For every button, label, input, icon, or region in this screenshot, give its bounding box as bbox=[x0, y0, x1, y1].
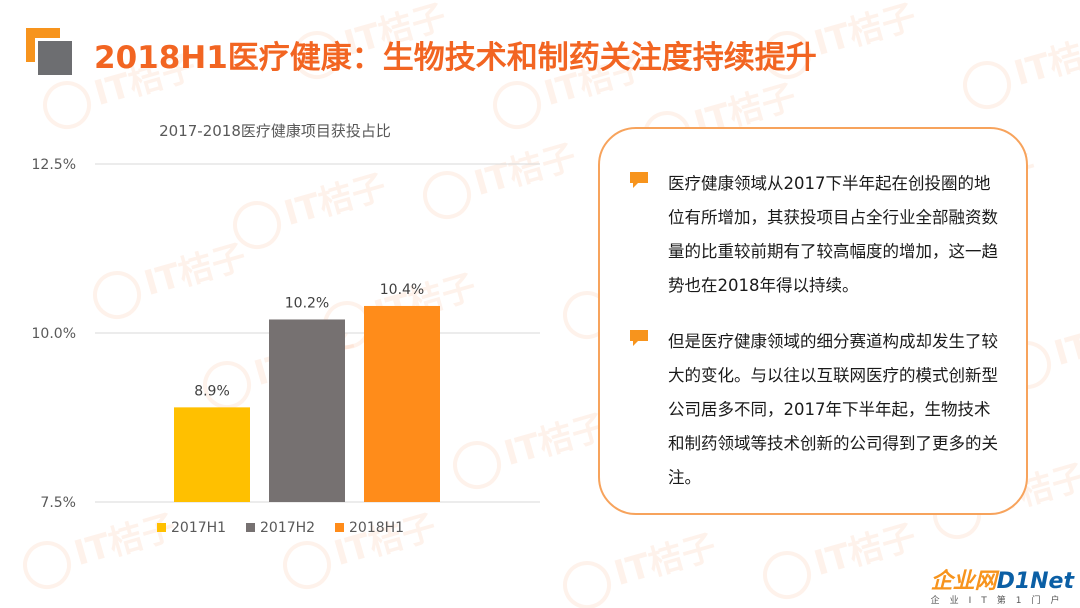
insight-panel: 医疗健康领域从2017下半年起在创投圈的地位有所增加，其获投项目占全行业全部融资… bbox=[598, 127, 1028, 515]
bar-2018h1 bbox=[364, 305, 440, 502]
speech-bubble-shape bbox=[630, 172, 648, 188]
legend-label: 2018H1 bbox=[349, 520, 404, 536]
bar-value-label: 8.9% bbox=[194, 383, 230, 399]
brand-main-en: D1Net bbox=[996, 569, 1074, 594]
legend-swatch bbox=[335, 523, 344, 532]
y-tick-label: 10.0% bbox=[32, 326, 76, 342]
page-title: 2018H1医疗健康：生物技术和制药关注度持续提升 bbox=[94, 40, 817, 76]
y-tick-label: 12.5% bbox=[32, 157, 76, 173]
chart-title: 2017-2018医疗健康项目获投占比 bbox=[159, 122, 391, 140]
legend-label: 2017H2 bbox=[260, 520, 315, 536]
watermark: IT桔子 bbox=[956, 19, 1080, 115]
bar-value-label: 10.2% bbox=[285, 295, 329, 311]
bar-value-label: 10.4% bbox=[380, 282, 424, 298]
legend-swatch bbox=[157, 523, 166, 532]
section-logo-icon bbox=[26, 28, 76, 78]
bar-2017h1 bbox=[174, 407, 250, 502]
legend-label: 2017H1 bbox=[171, 520, 226, 536]
watermark: IT桔子 bbox=[556, 519, 722, 608]
brand-main: 企业网D1Net bbox=[931, 563, 1074, 595]
bar-chart: 2017-2018医疗健康项目获投占比 7.5% 10.0% 12.5% 8.9% 10.… bbox=[32, 122, 540, 536]
speech-bubble-icon bbox=[630, 172, 648, 188]
bullet-item: 但是医疗健康领域的细分赛道构成却发生了较大的变化。与以往以互联网医疗的模式创新型… bbox=[630, 325, 1000, 495]
brand-main-cn: 企业网 bbox=[930, 569, 997, 594]
bullet-text: 但是医疗健康领域的细分赛道构成却发生了较大的变化。与以往以互联网医疗的模式创新型… bbox=[668, 332, 998, 487]
brand-tagline: 企业IT第1门户 bbox=[930, 596, 1070, 606]
speech-bubble-shape bbox=[630, 330, 648, 346]
bullet-text: 医疗健康领域从2017下半年起在创投圈的地位有所增加，其获投项目占全行业全部融资… bbox=[668, 174, 998, 295]
bar-2017h2 bbox=[269, 319, 345, 502]
speech-bubble-icon bbox=[630, 330, 648, 346]
brand-logo: 企业网D1Net 企业IT第1门户 bbox=[931, 563, 1074, 606]
bullet-item: 医疗健康领域从2017下半年起在创投圈的地位有所增加，其获投项目占全行业全部融资… bbox=[630, 167, 1000, 303]
watermark: IT桔子 bbox=[756, 509, 922, 605]
y-tick-label: 7.5% bbox=[40, 495, 76, 511]
legend-swatch bbox=[246, 523, 255, 532]
